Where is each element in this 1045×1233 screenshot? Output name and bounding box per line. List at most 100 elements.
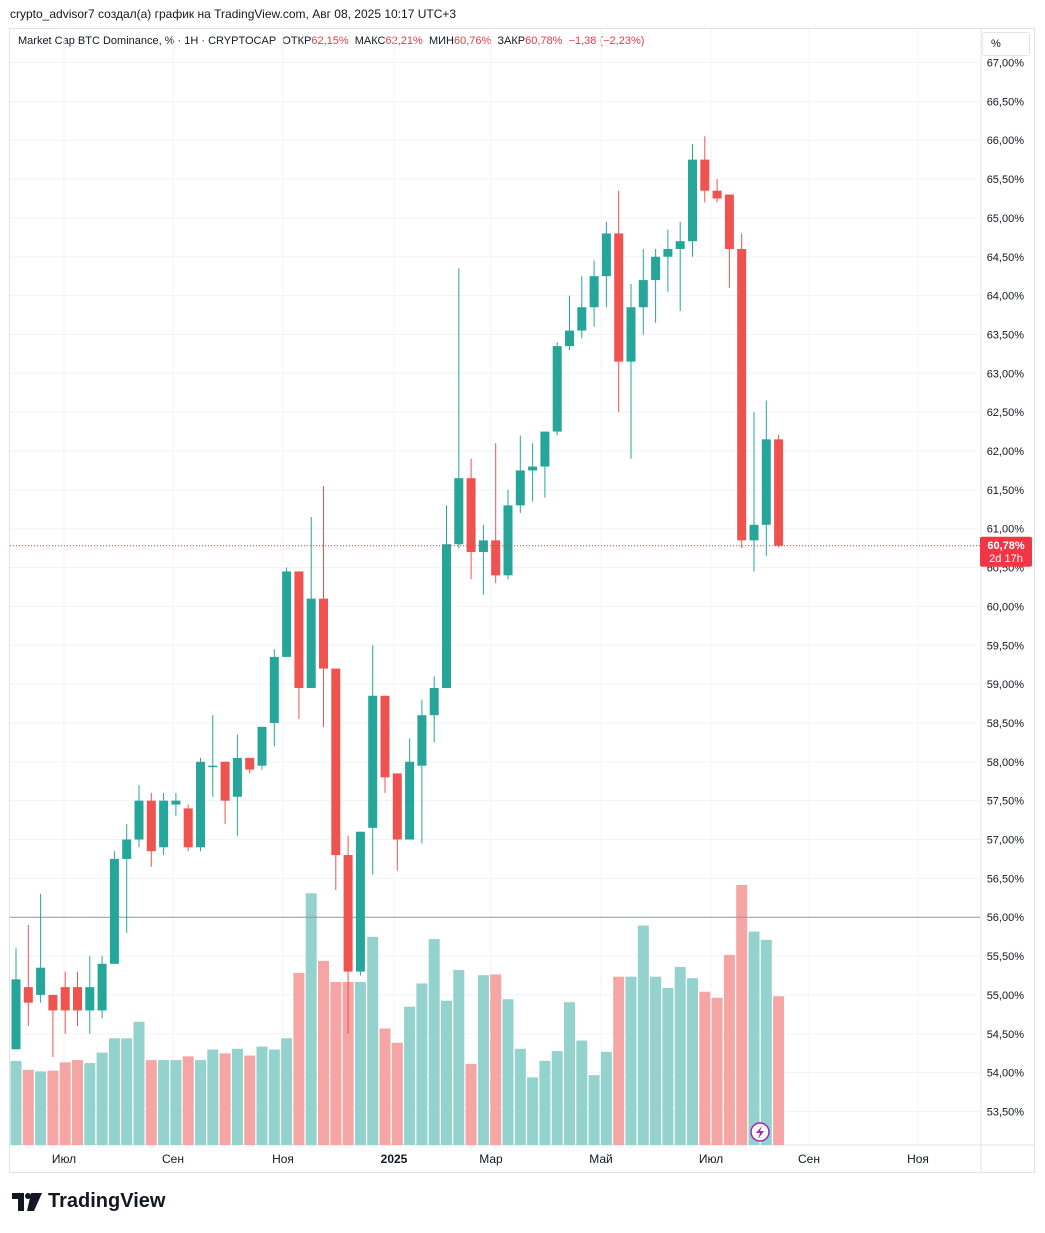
candle[interactable] bbox=[749, 412, 759, 572]
candle[interactable] bbox=[688, 144, 697, 257]
candle[interactable] bbox=[761, 400, 771, 556]
legend-open-value: 62,15% bbox=[311, 35, 349, 47]
candle[interactable] bbox=[417, 699, 427, 844]
candle[interactable] bbox=[442, 505, 451, 688]
legend-low-value: 60,76% bbox=[453, 35, 492, 47]
candle[interactable] bbox=[208, 715, 218, 797]
candle[interactable] bbox=[294, 571, 304, 720]
candle[interactable] bbox=[626, 283, 636, 459]
candle[interactable] bbox=[601, 221, 611, 308]
candle-body bbox=[700, 159, 710, 191]
candle[interactable] bbox=[85, 956, 95, 1034]
volume-bar bbox=[674, 966, 686, 1145]
candle[interactable] bbox=[392, 773, 402, 871]
candle[interactable] bbox=[282, 567, 292, 657]
candle[interactable] bbox=[146, 792, 156, 867]
y-axis[interactable]: 53,50% 54,00% 54,50% 55,00% 55,50% 56,00% 56,5… bbox=[987, 58, 1025, 1119]
candle[interactable] bbox=[159, 792, 169, 856]
candle[interactable] bbox=[60, 971, 70, 1034]
candle[interactable] bbox=[134, 785, 144, 848]
y-tick-label: 55,50% bbox=[987, 951, 1025, 963]
tradingview-logo[interactable]: TradingView bbox=[12, 1190, 165, 1213]
candle[interactable] bbox=[73, 971, 82, 1026]
x-tick-label: Сен bbox=[798, 1152, 820, 1166]
candle[interactable] bbox=[11, 948, 21, 1050]
candle-body bbox=[11, 979, 21, 1050]
y-tick-label: 59,00% bbox=[987, 679, 1025, 691]
percent-scale-toggle[interactable]: % bbox=[982, 32, 1030, 56]
price-tag-countdown: 2d 17h bbox=[989, 553, 1023, 565]
candle[interactable] bbox=[552, 342, 562, 436]
candle-body bbox=[208, 765, 218, 768]
candle[interactable] bbox=[540, 431, 550, 498]
y-tick-label: 63,00% bbox=[987, 368, 1025, 380]
candle[interactable] bbox=[306, 517, 316, 688]
candle[interactable] bbox=[663, 229, 673, 292]
candle[interactable] bbox=[638, 248, 648, 335]
candle-body bbox=[491, 540, 501, 576]
candle-body bbox=[688, 159, 697, 242]
candle-body bbox=[663, 248, 673, 257]
candle[interactable] bbox=[48, 994, 58, 1058]
candle[interactable] bbox=[675, 221, 685, 312]
candle[interactable] bbox=[774, 434, 784, 548]
volume-bar bbox=[404, 1006, 416, 1145]
volume-bar bbox=[490, 974, 502, 1145]
lightning-marker-icon[interactable] bbox=[750, 1122, 770, 1142]
volume-bar bbox=[441, 1000, 452, 1145]
candle[interactable] bbox=[700, 136, 710, 203]
candle[interactable] bbox=[466, 458, 476, 580]
candle[interactable] bbox=[343, 835, 353, 1034]
candle[interactable] bbox=[429, 676, 439, 743]
candle[interactable] bbox=[651, 248, 661, 323]
candle[interactable] bbox=[589, 260, 599, 327]
candle[interactable] bbox=[97, 956, 107, 1019]
candle[interactable] bbox=[23, 924, 33, 1026]
candle[interactable] bbox=[319, 485, 328, 727]
candle[interactable] bbox=[122, 823, 132, 933]
candle[interactable] bbox=[737, 233, 747, 549]
candle-body bbox=[97, 963, 107, 1011]
candle[interactable] bbox=[331, 668, 341, 891]
candle[interactable] bbox=[577, 276, 587, 339]
candle[interactable] bbox=[171, 792, 181, 817]
candle[interactable] bbox=[712, 179, 722, 203]
candle[interactable] bbox=[257, 726, 267, 770]
y-tick-label: 54,50% bbox=[987, 1029, 1025, 1041]
candle-body bbox=[331, 668, 341, 856]
candle[interactable] bbox=[503, 489, 513, 580]
x-tick-label: 2025 bbox=[381, 1152, 408, 1166]
volume-bar bbox=[268, 1049, 280, 1145]
candle[interactable] bbox=[528, 443, 538, 502]
candle[interactable] bbox=[220, 761, 230, 824]
volume-series bbox=[10, 885, 785, 1145]
candle[interactable] bbox=[614, 190, 624, 413]
candle[interactable] bbox=[109, 851, 119, 964]
candle-body bbox=[294, 571, 304, 688]
candle[interactable] bbox=[724, 194, 734, 288]
candle[interactable] bbox=[515, 435, 525, 514]
candle[interactable] bbox=[232, 734, 242, 836]
y-tick-label: 57,50% bbox=[987, 796, 1025, 808]
candle[interactable] bbox=[491, 443, 501, 584]
volume-bar bbox=[637, 925, 649, 1145]
volume-bar bbox=[514, 1048, 526, 1145]
candle[interactable] bbox=[368, 645, 378, 875]
candle[interactable] bbox=[405, 738, 415, 840]
candle[interactable] bbox=[36, 893, 46, 1003]
candle[interactable] bbox=[454, 268, 464, 549]
candle[interactable] bbox=[183, 804, 193, 852]
candle[interactable] bbox=[478, 524, 488, 595]
candle[interactable] bbox=[355, 831, 365, 976]
x-axis[interactable]: Июл Сен Ноя 2025 Мар Май Июл Сен Ноя bbox=[52, 1152, 929, 1166]
candle-body bbox=[269, 656, 279, 723]
candle-body bbox=[712, 190, 722, 199]
price-tag-value: 60,78% bbox=[987, 540, 1025, 552]
candle[interactable] bbox=[245, 757, 255, 774]
candle[interactable] bbox=[196, 757, 205, 852]
candle[interactable] bbox=[380, 695, 390, 793]
candle[interactable] bbox=[269, 649, 279, 747]
y-tick-label: 58,00% bbox=[987, 757, 1025, 769]
candle[interactable] bbox=[565, 295, 574, 350]
